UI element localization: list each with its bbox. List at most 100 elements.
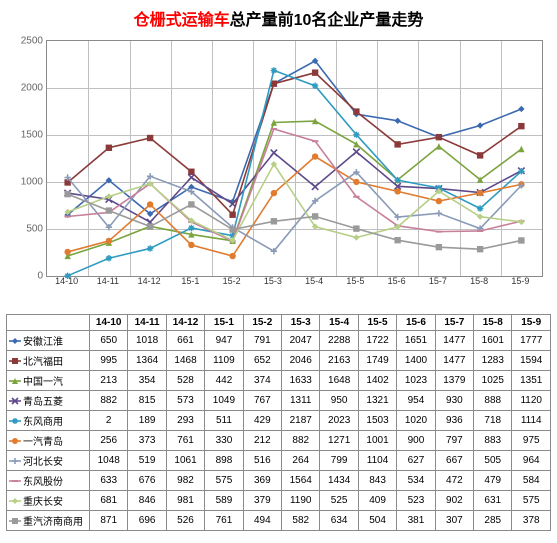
data-cell: 516 — [243, 451, 281, 471]
series-name: 中国一汽 — [23, 377, 63, 388]
data-cell: 526 — [166, 511, 204, 531]
data-cell: 1722 — [358, 331, 396, 351]
legend-marker-icon — [9, 436, 21, 449]
col-header: 15-8 — [474, 315, 512, 331]
data-cell: 696 — [128, 511, 166, 531]
data-cell: 212 — [243, 431, 281, 451]
data-cell: 667 — [435, 451, 473, 471]
data-cell: 573 — [166, 391, 204, 411]
chart-area: 05001000150020002500 14-1014-1114-1215-1… — [6, 34, 551, 314]
data-cell: 373 — [128, 431, 166, 451]
x-tick-label: 15-8 — [470, 276, 488, 286]
x-tick-label: 15-6 — [388, 276, 406, 286]
row-header: 东风股份 — [7, 471, 90, 491]
series-name: 北汽福田 — [23, 357, 63, 368]
data-cell: 761 — [166, 431, 204, 451]
x-tick-label: 15-2 — [223, 276, 241, 286]
data-cell: 1001 — [358, 431, 396, 451]
data-cell: 525 — [320, 491, 358, 511]
data-cell: 293 — [166, 411, 204, 431]
data-cell: 930 — [435, 391, 473, 411]
data-cell: 2163 — [320, 351, 358, 371]
data-cell: 2047 — [282, 331, 320, 351]
data-cell: 627 — [397, 451, 435, 471]
data-table: 14-1014-1114-1215-115-215-315-415-515-61… — [6, 314, 551, 531]
table-row: 中国一汽213354528442374163316481402102313791… — [7, 371, 551, 391]
data-cell: 650 — [90, 331, 128, 351]
table-row: 东风股份633676982575369156414348435344724795… — [7, 471, 551, 491]
x-tick-label: 14-11 — [97, 276, 119, 286]
data-cell: 2288 — [320, 331, 358, 351]
data-cell: 1283 — [474, 351, 512, 371]
x-tick-label: 14-10 — [55, 276, 78, 286]
data-cell: 285 — [474, 511, 512, 531]
data-cell: 1061 — [166, 451, 204, 471]
table-row: 北汽福田995136414681109652204621631749140014… — [7, 351, 551, 371]
series-name: 东风股份 — [23, 477, 63, 488]
row-header: 中国一汽 — [7, 371, 90, 391]
col-header: 15-3 — [282, 315, 320, 331]
data-cell: 634 — [320, 511, 358, 531]
data-cell: 882 — [282, 431, 320, 451]
data-cell: 1120 — [512, 391, 551, 411]
data-cell: 633 — [90, 471, 128, 491]
legend-marker-icon — [9, 516, 21, 529]
data-cell: 767 — [243, 391, 281, 411]
y-tick-label: 500 — [26, 224, 43, 235]
data-cell: 981 — [166, 491, 204, 511]
data-cell: 2187 — [282, 411, 320, 431]
data-cell: 1601 — [474, 331, 512, 351]
data-cell: 1379 — [435, 371, 473, 391]
data-cell: 575 — [205, 471, 243, 491]
row-header: 安徽江淮 — [7, 331, 90, 351]
data-cell: 523 — [397, 491, 435, 511]
legend-marker-icon — [9, 476, 21, 489]
data-cell: 954 — [397, 391, 435, 411]
data-cell: 584 — [512, 471, 551, 491]
data-cell: 1477 — [435, 351, 473, 371]
data-cell: 883 — [474, 431, 512, 451]
legend-marker-icon — [9, 396, 21, 409]
row-header: 河北长安 — [7, 451, 90, 471]
data-cell: 1114 — [512, 411, 551, 431]
data-cell: 995 — [90, 351, 128, 371]
x-tick-label: 15-7 — [429, 276, 447, 286]
table-row: 重庆长安681846981589379119052540952390263157… — [7, 491, 551, 511]
y-tick-label: 2000 — [21, 83, 43, 94]
data-cell: 661 — [166, 331, 204, 351]
data-cell: 631 — [474, 491, 512, 511]
legend-marker-icon — [9, 496, 21, 509]
series-name: 青岛五菱 — [23, 397, 63, 408]
legend-marker-icon — [9, 456, 21, 469]
data-cell: 589 — [205, 491, 243, 511]
row-header: 重汽济南商用 — [7, 511, 90, 531]
series-name: 重汽济南商用 — [23, 517, 83, 528]
data-cell: 982 — [166, 471, 204, 491]
data-cell: 888 — [474, 391, 512, 411]
data-cell: 718 — [474, 411, 512, 431]
data-cell: 1020 — [397, 411, 435, 431]
data-cell: 1271 — [320, 431, 358, 451]
row-header: 青岛五菱 — [7, 391, 90, 411]
data-cell: 964 — [512, 451, 551, 471]
data-cell: 1468 — [166, 351, 204, 371]
data-cell: 379 — [243, 491, 281, 511]
title-rest: 总产量前10名企业产量走势 — [230, 12, 424, 29]
data-cell: 582 — [282, 511, 320, 531]
data-cell: 936 — [435, 411, 473, 431]
series-name: 河北长安 — [23, 457, 63, 468]
data-cell: 799 — [320, 451, 358, 471]
data-cell: 1633 — [282, 371, 320, 391]
table-row: 河北长安104851910618985162647991104627667505… — [7, 451, 551, 471]
data-cell: 442 — [205, 371, 243, 391]
legend-marker-icon — [9, 356, 21, 369]
data-cell: 1400 — [397, 351, 435, 371]
data-cell: 504 — [358, 511, 396, 531]
data-cell: 511 — [205, 411, 243, 431]
y-tick-label: 1000 — [21, 177, 43, 188]
data-cell: 846 — [128, 491, 166, 511]
data-cell: 1190 — [282, 491, 320, 511]
data-cell: 1749 — [358, 351, 396, 371]
data-cell: 479 — [474, 471, 512, 491]
data-cell: 189 — [128, 411, 166, 431]
